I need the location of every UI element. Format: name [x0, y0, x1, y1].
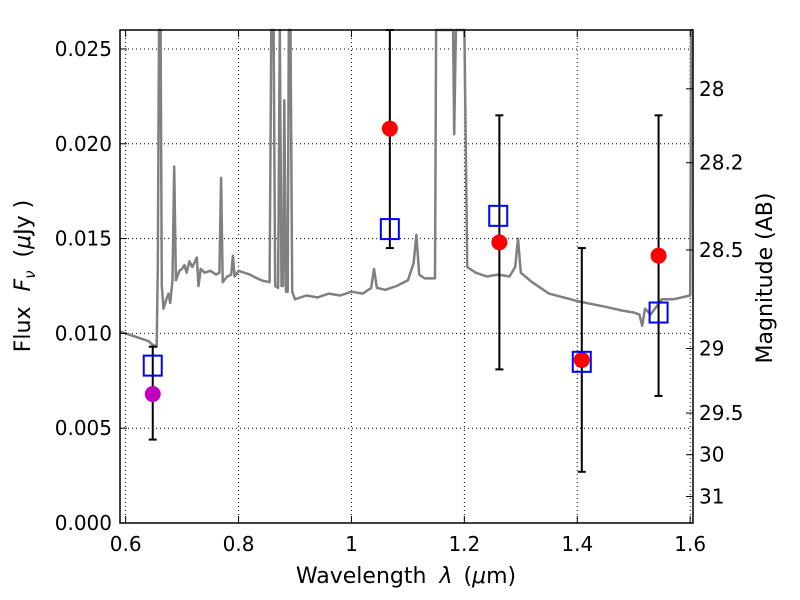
- x-axis: 0.6 0.8 1 1.2 1.4 1.6: [110, 30, 706, 556]
- y2-tick-label: 30: [699, 443, 724, 467]
- model-square: [648, 301, 669, 324]
- spectrum-line: [119, 28, 693, 348]
- data-point: [650, 247, 667, 264]
- x-tick-label: 1: [345, 532, 358, 556]
- model-square: [379, 218, 400, 241]
- data-point: [491, 234, 508, 251]
- x-tick-label: 1.2: [448, 532, 480, 556]
- y-tick-label: 0.010: [55, 321, 112, 345]
- y2-tick-label: 28: [699, 77, 724, 101]
- y2-tick-label: 28.2: [699, 151, 744, 175]
- data-point: [381, 120, 398, 137]
- y2-axis: 28 28.2 28.5 29 29.5 30 31: [686, 77, 744, 508]
- y-axis-label: Flux Fν (μJy ): [11, 200, 41, 352]
- y-tick-label: 0.025: [55, 37, 112, 61]
- data-point: [573, 351, 590, 368]
- x-tick-label: 1.4: [561, 532, 593, 556]
- grid-layer: [120, 30, 693, 524]
- data-point: [144, 386, 161, 403]
- squares-layer: [142, 204, 669, 377]
- x-tick-label: 0.8: [223, 532, 255, 556]
- y2-tick-label: 29: [699, 337, 724, 361]
- x-tick-label: 1.6: [674, 532, 706, 556]
- errorbar-layer: [148, 29, 663, 473]
- model-square: [488, 204, 509, 227]
- plot-frame: [119, 29, 694, 524]
- y-axis: 0.000 0.005 0.010 0.015 0.020 0.025: [55, 37, 127, 535]
- model-square: [571, 350, 592, 373]
- spectrum-layer: [119, 28, 693, 348]
- y2-axis-label: Magnitude (AB): [753, 193, 778, 364]
- model-square: [142, 354, 163, 377]
- x-axis-label: Wavelength λ (μm): [296, 564, 516, 589]
- y-tick-label: 0.005: [55, 416, 112, 440]
- y-tick-label: 0.015: [55, 227, 112, 251]
- x-tick-label: 0.6: [110, 532, 142, 556]
- y2-tick-label: 31: [699, 484, 724, 508]
- y2-tick-label: 29.5: [699, 401, 744, 425]
- y-tick-label: 0.000: [55, 511, 112, 535]
- y2-tick-label: 28.5: [699, 238, 744, 262]
- y-tick-label: 0.020: [55, 132, 112, 156]
- points-layer: [144, 120, 667, 403]
